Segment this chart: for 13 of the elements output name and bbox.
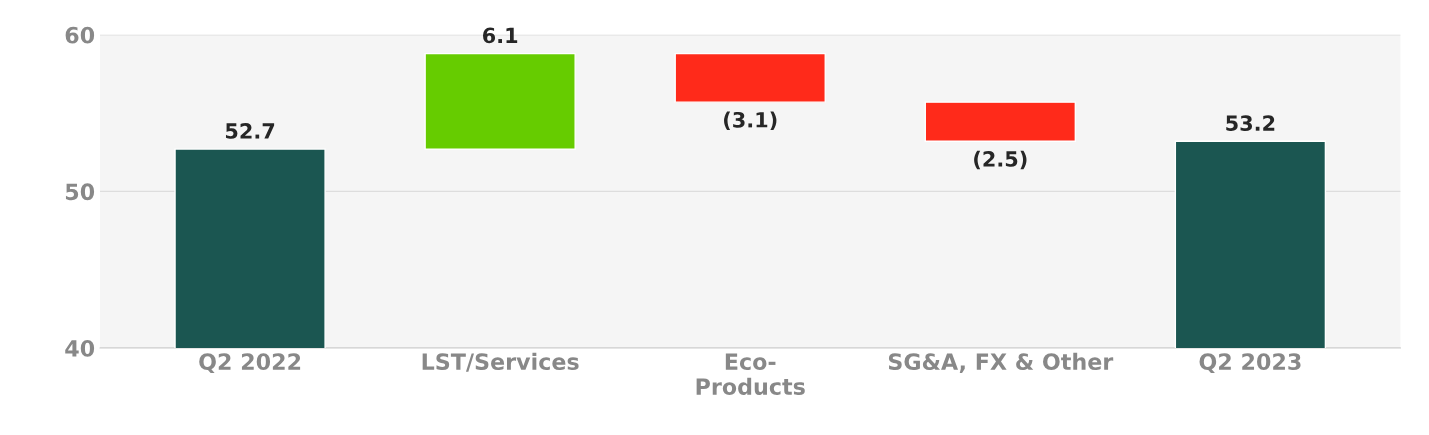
y-tick-label: 40 (65, 339, 95, 357)
y-tick-label: 50 (65, 183, 95, 201)
data-label: 52.7 (225, 123, 275, 139)
data-label: (3.1) (724, 111, 777, 131)
data-label: (2.5) (974, 150, 1027, 170)
data-label: 6.1 (482, 27, 518, 44)
x-tick-label: Eco- Products (696, 353, 805, 395)
x-tick-label: Q2 2023 (1199, 353, 1301, 373)
x-tick-label: LST/Services (422, 352, 579, 372)
y-tick-label: 60 (65, 26, 95, 44)
x-tick-label: Q2 2022 (199, 353, 301, 373)
x-tick-label: SG&A, FX & Other (888, 352, 1114, 373)
data-label: 53.2 (1226, 115, 1275, 131)
